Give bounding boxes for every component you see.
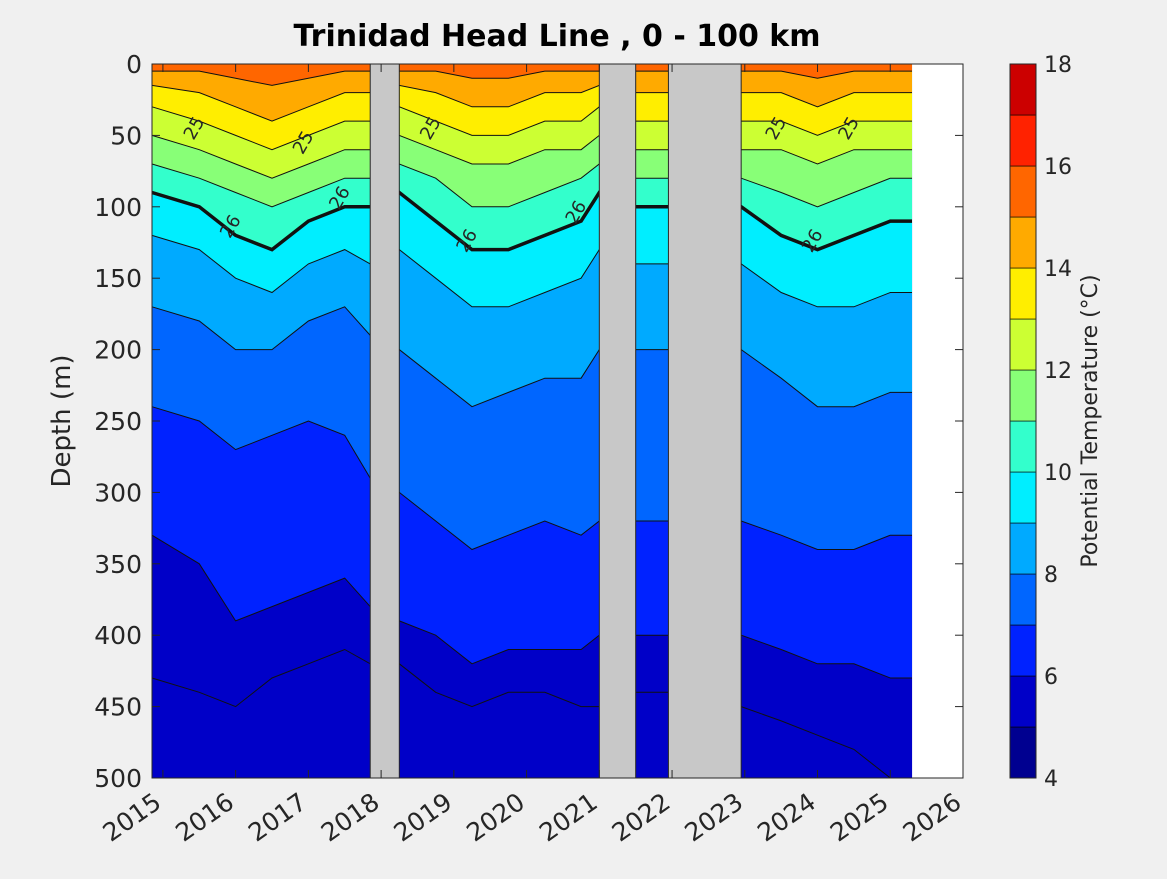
colorbar-swatch [1009,675,1037,728]
x-tick-label: 2017 [243,787,312,847]
isotherm-line-13 [151,106,913,151]
colorbar-swatch [1009,318,1037,371]
x-tick-label: 2018 [316,787,385,847]
isotherm-line-8 [151,306,913,408]
x-tick-label: 2019 [389,787,458,847]
colorbar-swatch [1009,165,1037,218]
x-tick-label: 2020 [461,787,530,847]
y-tick-label: 400 [94,621,142,650]
colorbar-label: Potential Temperature (°C) [1078,274,1103,567]
y-tick-label: 150 [94,264,142,293]
colorbar-swatch [1009,420,1037,473]
colorbar-tick-label: 4 [1044,767,1058,792]
colorbar-swatch [1009,63,1037,116]
colorbar-tick-label: 18 [1044,53,1072,78]
data-gap [667,63,742,779]
colorbar-tick-label: 6 [1044,665,1058,690]
colorbar-tick-label: 8 [1044,563,1058,588]
colorbar-swatch [1009,522,1037,575]
x-tick-label: 2021 [534,787,603,847]
plot-area [152,64,963,778]
x-tick-label: 2023 [679,787,748,847]
isotherm-line-5 [151,648,913,779]
isotherm-line-7 [151,406,913,551]
isotherm-line-12 [151,134,913,179]
colorbar-swatch [1009,726,1037,779]
y-axis-label: Depth (m) [47,354,77,487]
x-tick-label: 2025 [825,787,894,847]
y-tick-label: 350 [94,550,142,579]
colorbar-swatch [1009,267,1037,320]
colorbar-swatch [1009,471,1037,524]
colorbar-swatch [1009,624,1037,677]
x-tick-label: 2015 [98,787,167,847]
colorbar-swatch [1009,114,1037,167]
isotherm-line-11 [151,163,913,208]
isotherm-line-15 [152,70,913,86]
x-tick-label: 2024 [752,787,821,847]
colorbar-swatch [1009,369,1037,422]
colorbar-tick-label: 16 [1044,155,1072,180]
y-tick-label: 300 [94,478,142,507]
y-axis: 0 50 100 150 200 250 300 350 400 450 500 [94,50,963,793]
data-gaps [369,63,963,779]
chart-title: Trinidad Head Line , 0 - 100 km [293,19,820,54]
x-tick-label: 2022 [607,787,676,847]
y-tick-label: 450 [94,693,142,722]
x-tick-label: 2026 [898,787,967,847]
colorbar: 4 6 8 10 12 14 16 18 [1009,53,1072,792]
data-gap [369,63,400,779]
data-gap [598,63,637,779]
isotherm-line-14 [151,84,913,122]
colorbar-frame [1009,63,1037,779]
colorbar-swatch [1009,573,1037,626]
colorbar-swatch [1009,216,1037,269]
colorbar-tick-label: 12 [1044,359,1072,384]
x-tick-label: 2016 [170,787,239,847]
y-tick-label: 100 [94,193,142,222]
isotherm-line-6 [151,534,913,679]
isotherm-line-10 [151,190,913,252]
y-tick-label: 500 [94,764,142,793]
no-data-region [912,64,963,778]
colorbar-tick-label: 14 [1044,257,1072,282]
isotherm-line-9 [151,234,913,308]
y-tick-label: 50 [110,121,142,150]
colorbar-tick-label: 10 [1044,461,1072,486]
y-tick-label: 200 [94,336,142,365]
y-tick-label: 250 [94,407,142,436]
y-tick-label: 0 [126,50,142,79]
